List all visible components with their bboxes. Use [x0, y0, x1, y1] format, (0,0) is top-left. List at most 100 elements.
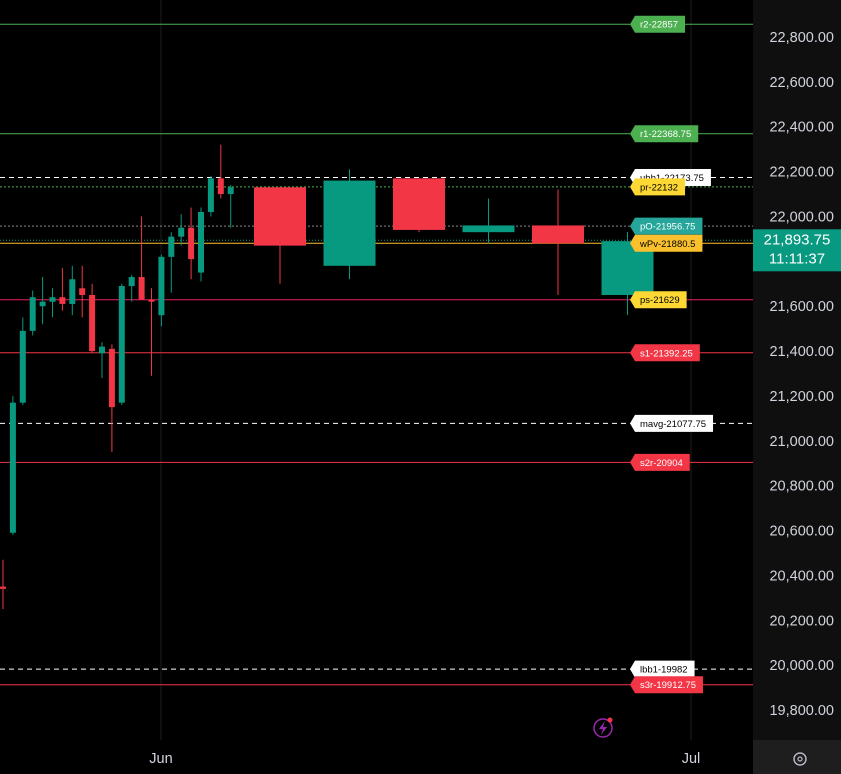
candle — [79, 265, 86, 318]
y-tick-label: 20,600.00 — [769, 524, 834, 540]
candle-body — [29, 297, 36, 331]
level-label-bg — [630, 217, 703, 235]
candle-body — [198, 211, 204, 273]
level-label-bg — [630, 234, 703, 252]
y-tick-label: 20,200.00 — [769, 613, 834, 629]
price-axis[interactable] — [753, 0, 841, 740]
level-label-text: ps-21629 — [640, 295, 680, 306]
candle-body — [227, 187, 234, 195]
candle — [254, 187, 306, 284]
candle-body — [393, 178, 445, 230]
level-label-bg — [630, 344, 700, 362]
candle — [323, 169, 376, 280]
current-price-badge: 21,893.75 11:11:37 — [753, 229, 841, 272]
candle — [9, 395, 16, 536]
candle-body — [462, 225, 515, 233]
level-label-text: r1-22368.75 — [640, 129, 691, 140]
level-label-bg — [630, 178, 686, 196]
candle-body — [254, 187, 306, 246]
candle-body — [178, 227, 185, 237]
candles-layer — [0, 144, 654, 610]
level-label-bg — [630, 291, 687, 309]
plot-area[interactable] — [0, 0, 753, 740]
level-label: s1-21392.25 — [630, 344, 700, 362]
candle — [148, 288, 155, 376]
y-tick-label: 21,000.00 — [769, 434, 834, 450]
level-label: mavg-21077.75 — [630, 414, 714, 432]
candle — [118, 283, 125, 405]
axis-settings-corner[interactable] — [753, 740, 841, 774]
candle-body — [138, 277, 145, 300]
candle-body — [323, 180, 376, 266]
y-tick-label: 20,400.00 — [769, 568, 834, 584]
level-label-text: s3r-19912.75 — [640, 680, 696, 691]
y-tick-label: 20,000.00 — [769, 658, 834, 674]
level-label-bg — [630, 414, 714, 432]
candle-countdown: 11:11:37 — [769, 250, 825, 267]
candle — [188, 207, 195, 280]
candle — [49, 288, 56, 318]
level-label: s3r-19912.75 — [630, 676, 703, 694]
candle-body — [99, 346, 105, 354]
candle — [128, 274, 135, 302]
candle — [207, 176, 214, 217]
y-tick-label: 22,400.00 — [769, 120, 834, 136]
candle-body — [79, 288, 86, 295]
candle-body — [128, 277, 135, 287]
candle-body — [168, 236, 175, 257]
candle — [217, 144, 224, 199]
candle-body — [158, 256, 165, 316]
candle-body — [19, 330, 26, 403]
y-tick-label: 21,600.00 — [769, 299, 834, 315]
candle — [69, 265, 76, 316]
time-axis[interactable] — [0, 740, 753, 774]
candle-body — [207, 178, 214, 212]
current-price-value: 21,893.75 — [764, 231, 831, 248]
candle — [59, 268, 66, 311]
candle — [89, 283, 96, 354]
candle-body — [108, 348, 115, 408]
level-label: wPv-21880.5 — [630, 234, 703, 252]
current-price-badge-bg — [753, 229, 841, 272]
candle — [39, 277, 46, 325]
level-label-text: s2r-20904 — [640, 458, 683, 469]
candle — [158, 254, 165, 327]
candle — [178, 214, 185, 246]
level-label-bg — [630, 660, 695, 678]
candle — [393, 178, 445, 233]
y-tick-label: 21,200.00 — [769, 389, 834, 405]
level-label-bg — [630, 15, 686, 33]
level-label-bg — [630, 125, 699, 143]
y-tick-label: 19,800.00 — [769, 703, 834, 719]
x-tick-label-jul: Jul — [682, 751, 701, 767]
candle — [462, 198, 515, 244]
y-tick-label: 22,200.00 — [769, 165, 834, 181]
candle — [532, 189, 584, 295]
level-label-text: pO-21956.75 — [640, 222, 695, 233]
candle-body — [118, 286, 125, 403]
level-label: r2-22857 — [630, 15, 686, 33]
candle-body — [89, 294, 96, 352]
x-tick-label-jun: Jun — [149, 751, 172, 767]
candle-body — [69, 279, 76, 304]
level-label: s2r-20904 — [630, 453, 690, 471]
level-label-text: wPv-21880.5 — [639, 239, 695, 250]
candle-body — [49, 297, 56, 302]
level-label-text: r2-22857 — [640, 20, 678, 31]
candle-body — [532, 225, 584, 244]
candle — [138, 216, 145, 300]
y-tick-label: 22,600.00 — [769, 75, 834, 91]
candle — [0, 559, 6, 610]
candle-body — [9, 402, 16, 533]
candle-body — [148, 299, 155, 302]
y-tick-label: 20,800.00 — [769, 479, 834, 495]
level-label-text: mavg-21077.75 — [640, 419, 706, 430]
gear-icon[interactable] — [793, 752, 807, 766]
level-label-text: lbb1-19982 — [640, 665, 688, 676]
lightning-icon[interactable] — [593, 717, 613, 738]
y-tick-labels: 22,800.00 22,600.00 22,400.00 22,200.00 22,0… — [769, 30, 834, 719]
y-tick-label: 22,000.00 — [769, 209, 834, 225]
level-label-bg — [630, 676, 703, 694]
candle — [29, 290, 36, 336]
